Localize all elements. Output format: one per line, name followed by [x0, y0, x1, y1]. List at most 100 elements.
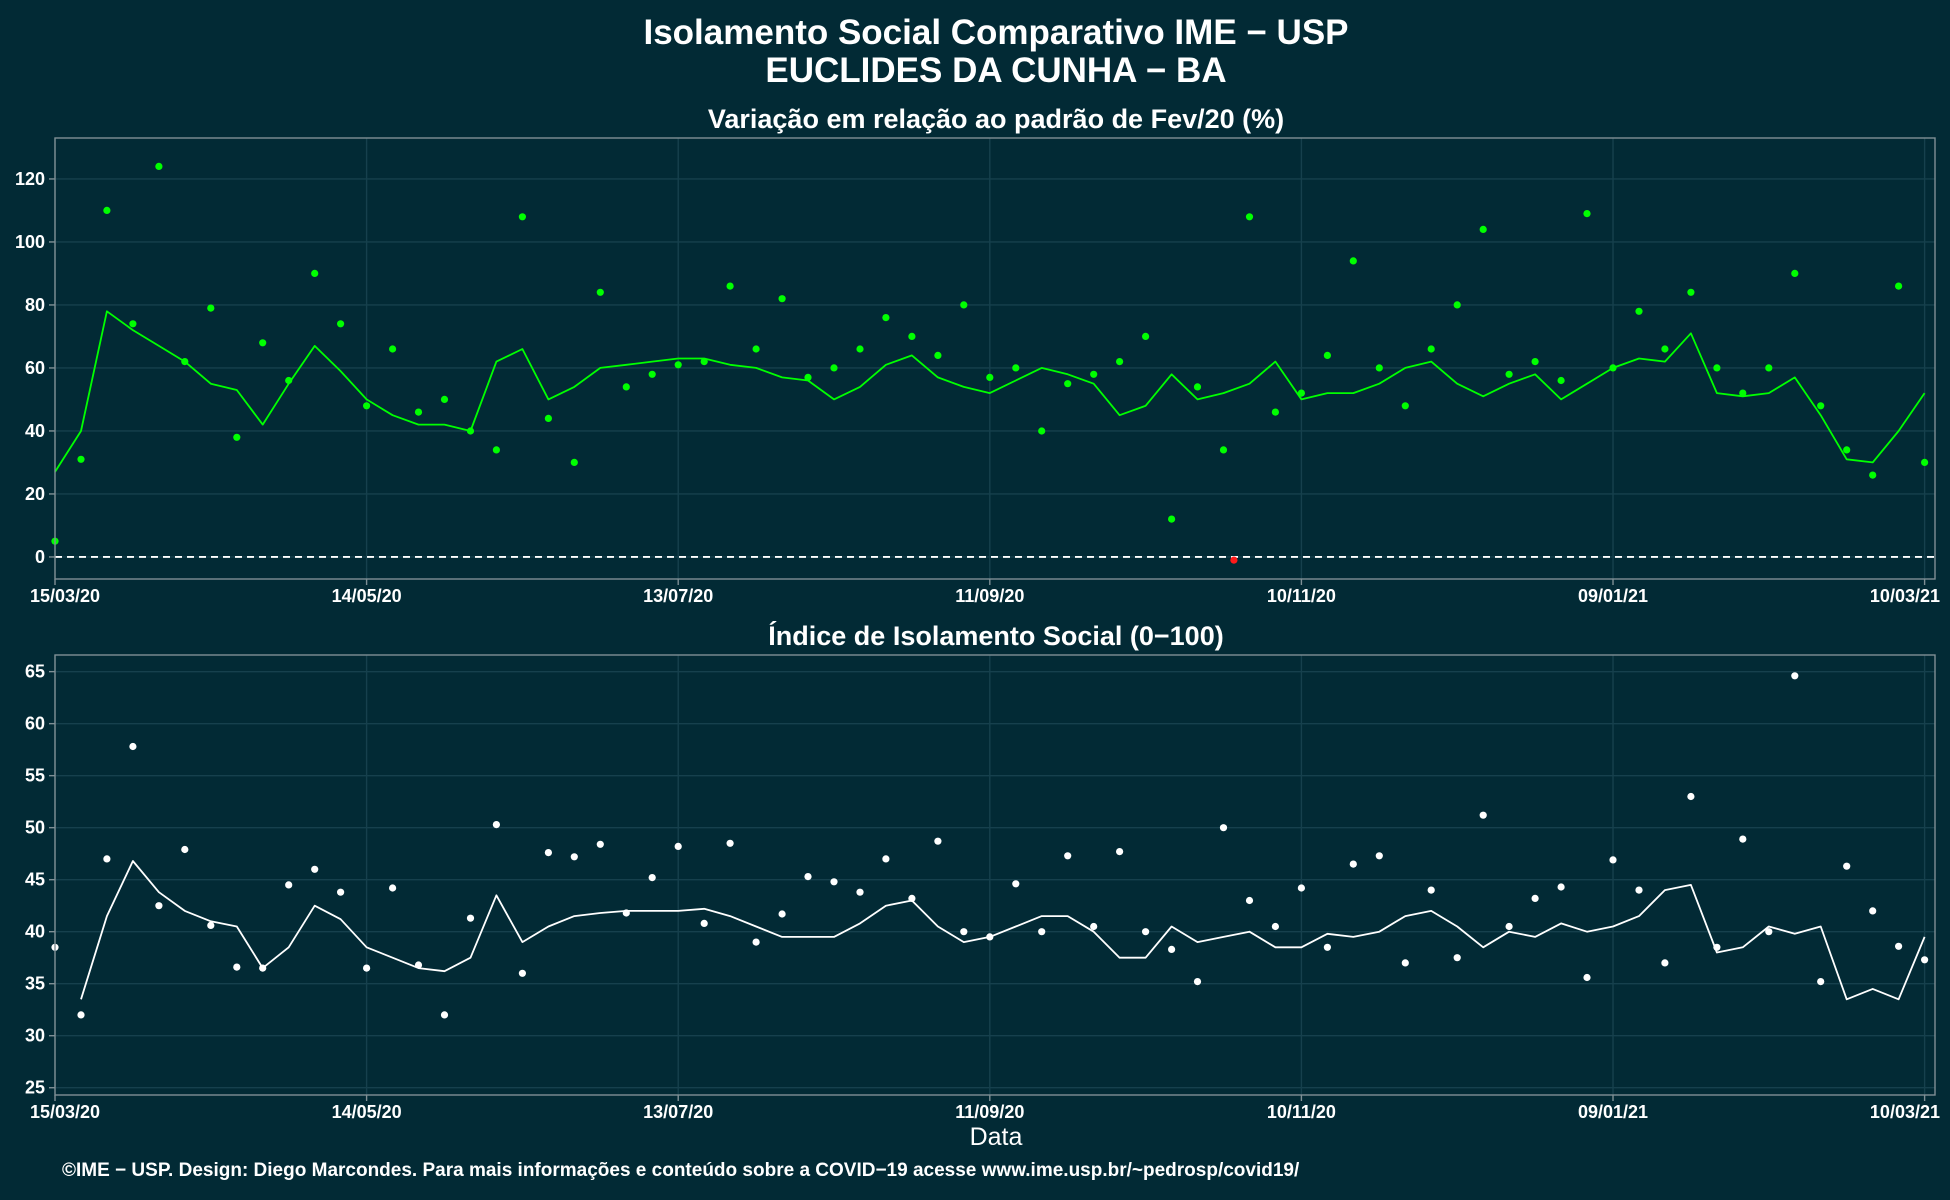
index-point-0-62	[1661, 959, 1669, 967]
title-line-2: EUCLIDES DA CUNHA − BA	[765, 51, 1226, 90]
variation-point-0-35	[960, 301, 968, 309]
index-point-0-46	[1245, 896, 1254, 905]
variation-point-0-37	[1012, 364, 1020, 372]
index-point-0-22	[622, 909, 630, 917]
variation-point-0-67	[1791, 269, 1799, 277]
index-point-0-13	[389, 884, 397, 892]
variation-point-0-36	[986, 373, 994, 381]
variation-point-0-19	[544, 414, 553, 422]
index-point-0-31	[856, 888, 864, 896]
panel-isolation-index: 25 30 35 40 45 50 55 60 65 15/03/20 14/05/20 13/07/…	[25, 654, 1940, 1122]
variation-point-0-26	[726, 282, 734, 290]
index-point-0-8	[259, 964, 267, 972]
index-point-0-18	[518, 969, 527, 977]
index-point-0-64	[1713, 943, 1721, 951]
variation-panel-border	[54, 137, 1936, 580]
variation-point-0-58	[1557, 376, 1565, 385]
variation-point-0-16	[466, 427, 475, 435]
variation-point-0-62	[1661, 345, 1669, 353]
index-point-0-52	[1401, 959, 1409, 967]
index-point-0-61	[1635, 886, 1643, 894]
variation-y-tick-label-0: 0	[35, 547, 45, 567]
variation-x-tick-label-3: 11/09/20	[955, 586, 1024, 606]
variation-point-0-40	[1090, 370, 1098, 378]
variation-point-0-70	[1869, 471, 1877, 479]
variation-point-0-41	[1116, 358, 1124, 366]
index-y-tick-label-4: 45	[25, 870, 45, 890]
variation-x-tick-label-4: 10/11/20	[1267, 586, 1336, 606]
variation-point-0-21	[596, 288, 604, 296]
index-x-tick-label-2: 13/07/20	[643, 1102, 713, 1122]
index-point-0-23	[648, 874, 656, 882]
index-point-0-17	[492, 821, 500, 829]
index-x-tick-label-5: 09/01/21	[1578, 1102, 1648, 1122]
index-point-0-37	[1012, 880, 1020, 888]
variation-y-tick-label-1: 20	[25, 484, 45, 504]
index-y-tick-label-8: 65	[25, 662, 45, 682]
variation-point-0-33	[908, 332, 916, 340]
variation-point-0-2	[103, 206, 111, 214]
index-x-tick-label-3: 11/09/20	[955, 1102, 1024, 1122]
index-point-0-60	[1609, 856, 1617, 864]
index-point-0-26	[726, 839, 734, 847]
variation-point-0-18	[518, 213, 527, 221]
index-point-0-14	[414, 961, 423, 969]
index-point-0-54	[1453, 954, 1461, 962]
index-y-tick-label-6: 55	[25, 766, 45, 786]
index-point-0-67	[1791, 672, 1799, 680]
variation-point-0-15	[440, 395, 449, 403]
index-point-0-58	[1557, 883, 1565, 891]
index-moving-average-line	[80, 860, 1926, 1001]
variation-point-0-51	[1375, 364, 1383, 372]
index-point-0-16	[466, 914, 475, 922]
index-point-0-10	[311, 865, 319, 873]
index-point-0-39	[1064, 852, 1072, 860]
index-point-0-71	[1895, 942, 1903, 950]
index-point-0-25	[700, 919, 708, 928]
index-point-0-24	[674, 842, 682, 851]
index-point-0-36	[986, 933, 994, 941]
variation-point-0-59	[1583, 210, 1591, 218]
variation-point-2-0	[1230, 556, 1238, 564]
variation-point-0-1	[77, 455, 85, 463]
index-point-0-12	[363, 964, 371, 972]
index-point-0-41	[1116, 848, 1124, 856]
x-axis-label: Data	[970, 1123, 1023, 1151]
variation-point-0-7	[233, 433, 241, 441]
index-point-0-44	[1193, 978, 1202, 986]
index-point-0-59	[1583, 973, 1591, 982]
index-point-0-15	[440, 1011, 449, 1019]
variation-point-0-54	[1453, 301, 1461, 309]
variation-point-0-5	[181, 358, 189, 366]
index-point-0-48	[1297, 884, 1305, 892]
panel1-title: Variação em relação ao padrão de Fev/20 …	[708, 104, 1284, 134]
index-point-0-49	[1323, 943, 1331, 951]
index-point-0-68	[1817, 978, 1825, 986]
variation-point-0-4	[155, 162, 163, 170]
index-point-0-51	[1375, 852, 1383, 860]
index-point-0-40	[1090, 922, 1098, 931]
index-point-0-38	[1038, 928, 1046, 936]
variation-point-0-20	[570, 458, 578, 466]
index-point-0-45	[1219, 824, 1228, 832]
variation-y-tick-label-2: 40	[25, 421, 45, 441]
panel-variation: 0 20 40 60 80 100 120 15/03/20 14/05/20 13/07/20 1…	[15, 137, 1940, 606]
index-point-0-5	[181, 845, 189, 854]
index-point-0-2	[103, 855, 111, 863]
index-point-0-29	[804, 873, 812, 881]
index-point-0-27	[752, 938, 760, 946]
index-x-tick-label-4: 10/11/20	[1267, 1102, 1336, 1122]
variation-point-0-45	[1219, 446, 1228, 454]
index-point-0-19	[544, 849, 553, 857]
index-point-0-43	[1168, 945, 1176, 954]
variation-point-0-64	[1713, 364, 1721, 372]
panel2-title: Índice de Isolamento Social (0−100)	[768, 620, 1223, 651]
variation-point-0-25	[700, 358, 708, 366]
variation-point-0-52	[1401, 402, 1409, 410]
index-point-0-72	[1921, 956, 1929, 964]
title-line-1: Isolamento Social Comparativo IME − USP	[643, 13, 1348, 52]
variation-point-0-38	[1038, 427, 1046, 435]
variation-point-0-63	[1687, 288, 1695, 296]
